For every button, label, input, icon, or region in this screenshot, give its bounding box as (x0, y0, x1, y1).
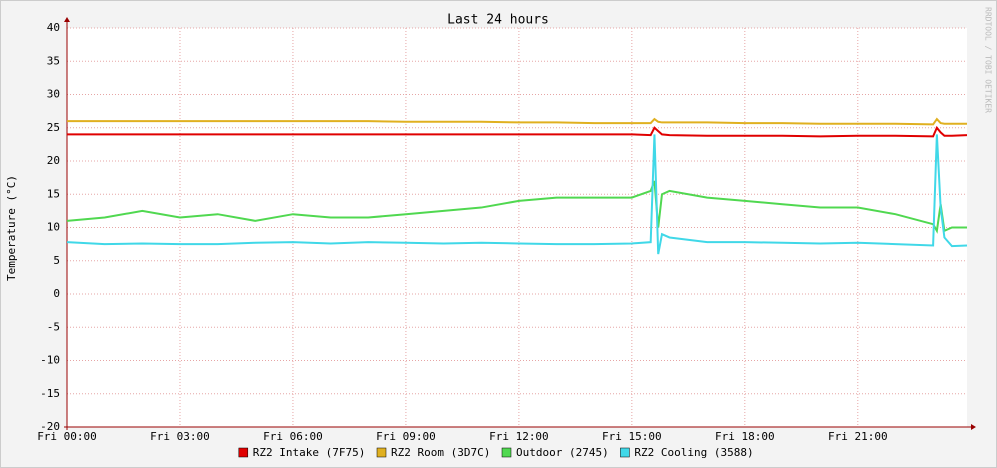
legend-label: RZ2 Intake (7F75) (253, 446, 366, 459)
y-tick-label: 20 (47, 154, 60, 167)
y-tick-label: 0 (53, 287, 60, 300)
legend-swatch (501, 447, 512, 458)
legend-swatch (238, 447, 249, 458)
y-tick-label: -10 (40, 354, 60, 367)
legend-swatch (376, 447, 387, 458)
series-line (66, 134, 968, 255)
axis-arrow (64, 17, 70, 22)
y-tick-label: 25 (47, 121, 60, 134)
legend-swatch (620, 447, 630, 458)
series-line (66, 180, 967, 234)
chart-title: Last 24 hours (447, 13, 549, 28)
y-tick-label: 5 (53, 254, 60, 267)
x-tick-label: Fri 06:00 (263, 430, 323, 443)
x-tick-label: Fri 21:00 (828, 430, 888, 443)
series-line (67, 117, 967, 126)
y-tick-label: 10 (47, 221, 60, 234)
legend-label: RZ2 Cooling (3588) (634, 446, 753, 459)
x-tick-label: Fri 00:00 (37, 430, 97, 443)
y-axis-label: Temperature (°C) (5, 175, 18, 281)
legend-label: RZ2 Room (3D7C) (391, 446, 490, 459)
x-tick-label: Fri 03:00 (150, 430, 210, 443)
x-tick-label: Fri 12:00 (489, 430, 549, 443)
axis-arrow (971, 424, 976, 430)
y-tick-label: -20 (40, 420, 60, 433)
watermark: RRDTOOL / TOBI OETIKER (984, 7, 993, 113)
y-tick-label: 15 (47, 187, 60, 200)
y-tick-label: 30 (47, 88, 60, 101)
y-tick-label: -5 (47, 320, 60, 333)
legend-label: Outdoor (2745) (516, 446, 609, 459)
series-line (67, 125, 968, 138)
y-tick-label: 40 (47, 21, 60, 34)
x-tick-label: Fri 15:00 (602, 430, 662, 443)
x-tick-label: Fri 09:00 (376, 430, 436, 443)
x-tick-label: Fri 18:00 (715, 430, 775, 443)
y-tick-label: 35 (47, 54, 60, 67)
y-tick-label: -15 (40, 387, 60, 400)
